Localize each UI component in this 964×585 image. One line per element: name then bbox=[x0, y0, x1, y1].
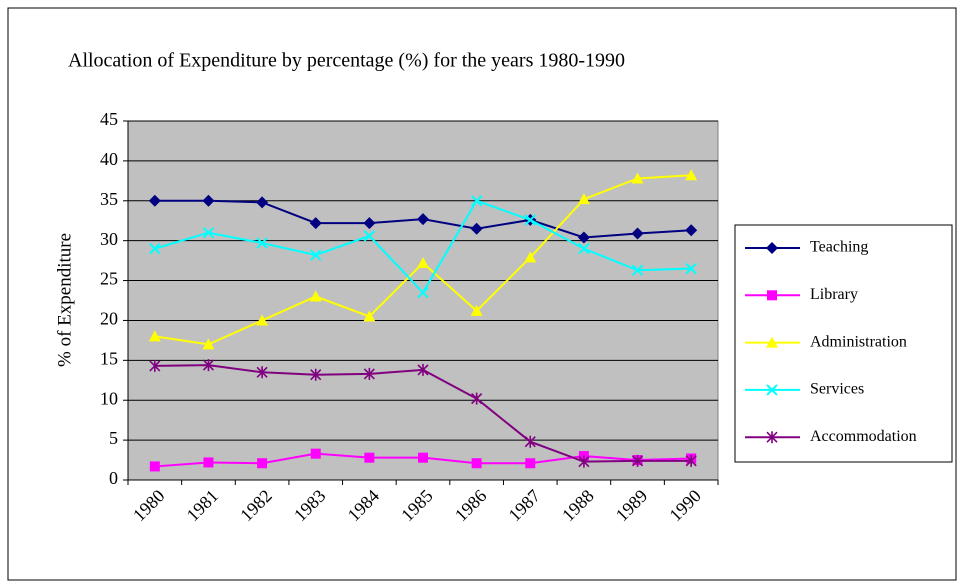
legend-label: Accommodation bbox=[810, 428, 917, 445]
marker bbox=[310, 249, 322, 261]
plot-area bbox=[127, 120, 719, 481]
y-tick-label: 45 bbox=[100, 109, 118, 129]
marker bbox=[578, 455, 590, 468]
marker bbox=[256, 237, 268, 249]
marker bbox=[149, 359, 161, 372]
marker bbox=[766, 242, 778, 254]
marker bbox=[363, 217, 376, 230]
marker bbox=[766, 336, 778, 348]
marker bbox=[525, 458, 536, 469]
legend-label: Services bbox=[810, 381, 864, 398]
marker bbox=[631, 454, 644, 467]
marker bbox=[257, 458, 268, 469]
marker bbox=[202, 194, 215, 207]
marker bbox=[524, 251, 537, 263]
marker bbox=[417, 363, 429, 376]
marker bbox=[685, 169, 698, 181]
y-tick-label: 5 bbox=[109, 428, 118, 448]
legend-label: Library bbox=[810, 286, 858, 303]
marker bbox=[256, 196, 269, 209]
marker bbox=[256, 314, 269, 326]
marker bbox=[471, 392, 483, 405]
marker bbox=[202, 226, 215, 239]
y-tick-label: 10 bbox=[100, 388, 118, 408]
marker bbox=[417, 257, 429, 269]
marker bbox=[470, 304, 483, 316]
marker bbox=[418, 452, 428, 463]
y-tick-label: 25 bbox=[100, 269, 118, 289]
y-tick-label: 30 bbox=[100, 229, 118, 249]
marker bbox=[766, 431, 778, 444]
y-tick-label: 35 bbox=[100, 189, 118, 209]
marker bbox=[149, 461, 160, 472]
marker bbox=[577, 231, 590, 244]
marker bbox=[524, 435, 536, 448]
marker bbox=[767, 290, 777, 301]
marker bbox=[203, 457, 214, 468]
marker bbox=[524, 214, 536, 226]
marker bbox=[363, 367, 375, 380]
marker bbox=[149, 242, 161, 255]
marker bbox=[470, 195, 483, 207]
marker bbox=[417, 286, 429, 299]
marker bbox=[363, 310, 376, 322]
marker bbox=[148, 194, 161, 207]
marker bbox=[202, 359, 215, 372]
marker bbox=[364, 452, 375, 463]
marker bbox=[578, 242, 590, 255]
marker bbox=[309, 217, 322, 230]
chart-title: Allocation of Expenditure by percentage … bbox=[68, 50, 625, 72]
marker bbox=[766, 384, 778, 396]
marker bbox=[471, 458, 482, 469]
marker bbox=[148, 330, 161, 342]
marker bbox=[417, 213, 429, 226]
marker bbox=[685, 454, 697, 467]
marker bbox=[470, 222, 483, 235]
marker bbox=[310, 448, 321, 459]
marker bbox=[309, 290, 322, 302]
marker bbox=[310, 368, 322, 381]
marker bbox=[631, 264, 644, 276]
marker bbox=[256, 366, 268, 379]
marker bbox=[685, 224, 698, 237]
y-tick-label: 15 bbox=[100, 348, 118, 368]
y-tick-label: 0 bbox=[109, 468, 118, 488]
marker bbox=[363, 230, 376, 242]
marker bbox=[631, 227, 644, 240]
legend-label: Administration bbox=[810, 333, 907, 350]
marker bbox=[685, 262, 697, 275]
legend-label: Teaching bbox=[810, 239, 868, 256]
marker bbox=[577, 193, 590, 205]
y-axis-label: % of Expenditure bbox=[54, 233, 75, 367]
marker bbox=[202, 338, 215, 350]
y-tick-label: 20 bbox=[100, 309, 118, 329]
marker bbox=[631, 172, 644, 184]
y-tick-label: 40 bbox=[100, 149, 118, 169]
